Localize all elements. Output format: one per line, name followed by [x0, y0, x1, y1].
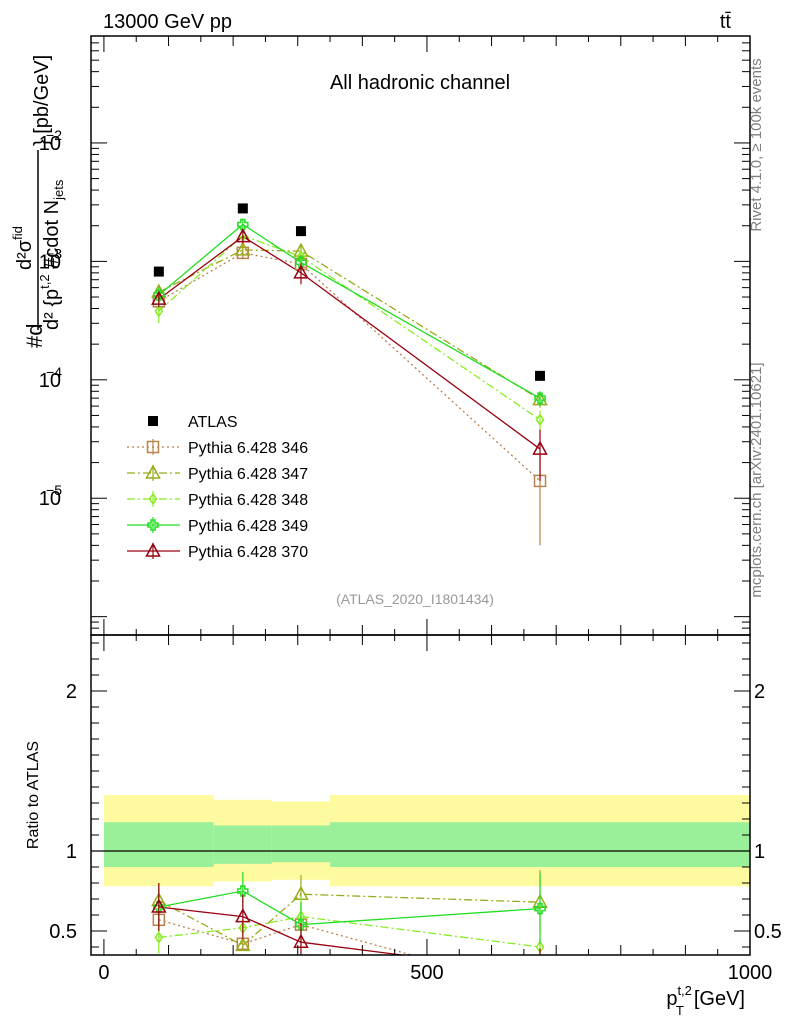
- ratio-band-inner-1: [213, 825, 272, 864]
- ratio-y-tick-label-right-2: 2: [754, 681, 765, 703]
- y-label-unit: } [pb/GeV]: [31, 55, 53, 146]
- side-source-label: mcplots.cern.ch [arXiv:2401.10621]: [748, 362, 765, 597]
- ratio-point-4-0: [151, 898, 167, 913]
- ratio-frame: [90, 634, 751, 956]
- ratio-y-tick-label-left-1: 1: [66, 841, 77, 863]
- legend-label-1: Pythia 6.428 346: [188, 440, 308, 457]
- main-line-series-2: [158, 249, 541, 401]
- energy-label: 13000 GeV pp: [103, 11, 232, 33]
- legend-label-4: Pythia 6.428 349: [188, 518, 308, 535]
- ratio-point-4-1: [235, 908, 251, 923]
- legend: ATLAS Pythia 6.428 346 Pythia 6.428 347 Pyt…: [127, 414, 308, 561]
- ratio-line-series-1: [158, 893, 541, 947]
- ratio-y-tick-label-right-0: 0.5: [754, 921, 782, 943]
- main-line-series-4: [158, 223, 541, 399]
- main-series-lines: [158, 223, 541, 482]
- legend-marker-5: [145, 542, 161, 557]
- ratio-point-2-0: [154, 931, 164, 944]
- ratio-bands: [91, 795, 750, 887]
- main-axis: 10−2 10−3 10−4 10−5: [39, 35, 751, 636]
- main-point-5-1: [235, 227, 251, 243]
- legend-marker-3: [148, 492, 158, 506]
- legend-label-3: Pythia 6.428 348: [188, 492, 308, 509]
- main-point-0-0: [153, 266, 164, 277]
- main-point-5-0: [151, 290, 167, 305]
- main-point-3-3: [535, 413, 545, 427]
- ratio-x-tick-label-2: 1000: [728, 962, 773, 984]
- ratio-x-tick-label-0: 0: [98, 962, 109, 984]
- y-label-numerator: d²σfid: [10, 226, 36, 270]
- main-point-5-2: [293, 264, 309, 279]
- ratio-point-0-3: [535, 985, 546, 996]
- main-y-tick-label-0: 10−2: [39, 127, 62, 155]
- main-point-3-0: [154, 304, 164, 318]
- ratio-y-tick-label-left-0: 0.5: [49, 921, 77, 943]
- ratio-line-series-3: [158, 890, 541, 926]
- main-line-series-1: [158, 252, 541, 482]
- ratio-line-series-2: [158, 915, 541, 948]
- y-label-denominator: d² {pt,2 #cdot Njets: [37, 179, 66, 330]
- ratio-point-4-2: [293, 933, 309, 948]
- main-point-2-1: [235, 241, 251, 256]
- ratio-series-points: [151, 870, 548, 996]
- ratio-y-tick-label-right-1: 1: [754, 841, 765, 863]
- main-point-0-2: [295, 226, 306, 237]
- ratio-x-tick-label-1: 500: [410, 962, 443, 984]
- legend-marker-1: [146, 440, 160, 454]
- process-label: tt̄: [720, 11, 732, 33]
- main-point-4-2: [295, 256, 307, 269]
- x-axis-title: pt,2 T[GeV]: [666, 983, 745, 1018]
- ratio-axis: 0.5 0.5 1 1 2 2 0 500 1000: [49, 634, 782, 984]
- ratio-point-4-3: [534, 966, 547, 978]
- main-line-series-5: [158, 235, 541, 450]
- ratio-point-3-2: [295, 918, 307, 931]
- main-y-tick-label-2: 10−4: [39, 364, 62, 392]
- main-point-4-0: [153, 289, 165, 301]
- ratio-band-inner-0: [103, 822, 214, 867]
- main-y-tick-label-3: 10−5: [39, 482, 62, 510]
- main-y-tick-label-1: 10−3: [39, 245, 62, 273]
- main-point-0-3: [535, 370, 546, 381]
- legend-marker-0: [148, 416, 158, 426]
- y-label-prefix: #d: [22, 324, 47, 348]
- main-point-4-3: [534, 392, 546, 404]
- ratio-point-3-1: [237, 885, 249, 897]
- side-rivet-label: Rivet 4.1.0, ≥ 100k events: [748, 58, 765, 231]
- main-y-label: #d d²σfid d² {pt,2 #cdot Njets } [pb/GeV…: [10, 55, 66, 348]
- ratio-band-inner-3: [330, 822, 750, 867]
- legend-label-5: Pythia 6.428 370: [188, 544, 308, 561]
- main-point-4-1: [237, 218, 249, 231]
- ratio-line-series-4: [158, 906, 407, 955]
- legend-label-0: ATLAS: [188, 414, 238, 431]
- ratio-band-inner-2: [271, 825, 331, 863]
- ratio-point-3-3: [534, 902, 546, 915]
- legend-label-2: Pythia 6.428 347: [188, 466, 308, 483]
- channel-label: All hadronic channel: [330, 72, 510, 94]
- analysis-label: (ATLAS_2020_I1801434): [336, 591, 494, 607]
- ratio-y-tick-label-left-2: 2: [66, 681, 77, 703]
- legend-marker-4: [147, 519, 159, 531]
- ratio-point-1-1: [235, 936, 251, 952]
- ratio-y-label: Ratio to ATLAS: [25, 741, 42, 849]
- main-point-5-3: [532, 440, 548, 455]
- ratio-series-lines: [158, 890, 541, 955]
- main-point-0-1: [237, 203, 248, 214]
- main-series-points: [151, 203, 548, 546]
- legend-marker-2: [145, 464, 161, 479]
